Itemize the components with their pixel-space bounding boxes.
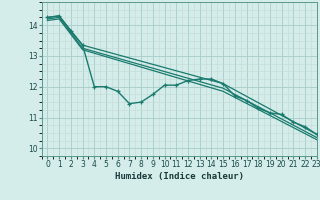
X-axis label: Humidex (Indice chaleur): Humidex (Indice chaleur): [115, 172, 244, 181]
